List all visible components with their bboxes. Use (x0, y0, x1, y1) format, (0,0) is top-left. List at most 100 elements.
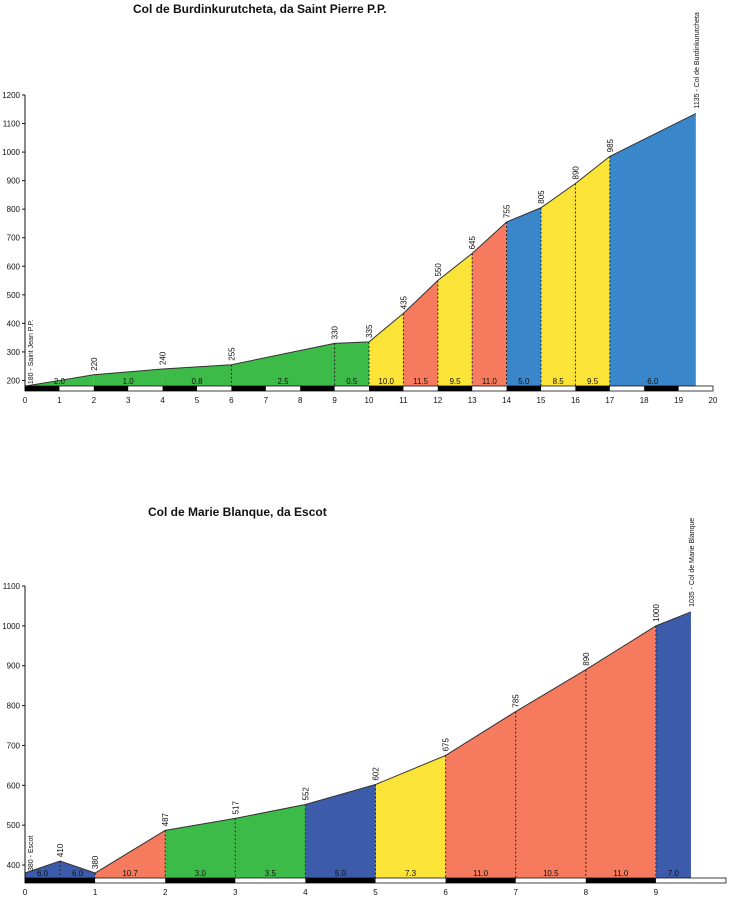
y-tick-label: 300 (7, 348, 21, 357)
y-tick-label: 900 (7, 177, 21, 186)
elevation-label: 380 (91, 855, 100, 869)
end-label: 1135 - Col de Burdinkurutcheta (694, 12, 701, 108)
elevation-label: 335 (365, 324, 374, 338)
x-tick-label: 15 (537, 396, 546, 405)
distance-bar-block (369, 386, 404, 391)
elevation-label: 255 (227, 347, 236, 361)
profile-segment (541, 183, 576, 389)
grade-label: 3.0 (195, 869, 207, 878)
grade-label: 6.0 (72, 869, 84, 878)
elevation-label: 487 (161, 812, 170, 826)
x-tick-label: 9 (654, 888, 659, 897)
profile-chart-marie-blanque: 400 500 600 700 800 900 1000 1100 0 1 2 3 4 5 6 7 8 9 6.0 6… (2, 518, 727, 897)
y-tick-label: 1100 (3, 582, 21, 591)
x-tick-label: 2 (163, 888, 168, 897)
elevation-label: 410 (56, 843, 65, 857)
profile-segment (472, 222, 507, 389)
distance-bar-block (445, 878, 516, 883)
profile-segment (375, 755, 446, 881)
x-tick-label: 6 (229, 396, 234, 405)
profile-line (24, 611, 692, 874)
distance-bar-block (165, 878, 236, 883)
x-tick-label: 10 (365, 396, 374, 405)
profile-segment (165, 818, 236, 881)
distance-bar-block (93, 386, 129, 391)
grade-label: 3.5 (265, 869, 277, 878)
x-tick-label: 3 (233, 888, 238, 897)
elevation-label: 552 (301, 787, 310, 801)
x-tick-label: 20 (709, 396, 718, 405)
x-tick-label: 7 (264, 396, 269, 405)
profile-segment (235, 804, 306, 881)
y-tick-label: 1000 (2, 148, 20, 157)
y-tick-label: 200 (7, 376, 21, 385)
elevation-label: 517 (231, 801, 240, 815)
elevation-label: 645 (468, 236, 477, 250)
grade-label: 8.5 (553, 377, 565, 386)
x-tick-label: 16 (571, 396, 580, 405)
grade-label: 6.0 (37, 869, 49, 878)
grade-label: 9.5 (449, 377, 461, 386)
distance-bar-block (437, 386, 473, 391)
y-tick-label: 400 (7, 319, 21, 328)
profile-segment (609, 113, 696, 389)
profile-segment (305, 784, 376, 881)
y-tick-label: 700 (7, 741, 21, 750)
end-label: 1035 - Col de Marie Blanque (689, 518, 696, 607)
elevation-label: 985 (606, 138, 615, 152)
y-tick-label: 600 (7, 781, 21, 790)
elevation-label: 330 (331, 325, 340, 339)
y-tick-label: 600 (7, 262, 21, 271)
elevation-label: 220 (90, 357, 99, 371)
x-tick-label: 1 (57, 396, 62, 405)
profile-segment (334, 341, 369, 389)
elevation-label: 890 (582, 652, 591, 666)
grade-label: 5.0 (335, 869, 347, 878)
grade-label: 10.0 (378, 377, 394, 386)
elevation-label: 755 (503, 204, 512, 218)
y-tick-label: 900 (7, 662, 21, 671)
profile-segment (437, 253, 473, 389)
profile-segment (60, 861, 96, 881)
profile-segment (506, 207, 541, 389)
grade-label: 0.5 (346, 377, 358, 386)
profile-segment (369, 313, 404, 389)
elevation-label: 890 (571, 166, 580, 180)
x-tick-label: 11 (399, 396, 408, 405)
elevation-label: 435 (399, 295, 408, 309)
x-tick-label: 13 (468, 396, 477, 405)
y-tick-label: 1100 (3, 120, 21, 129)
chart-title-burdinkurutcheta: Col de Burdinkurutcheta, da Saint Pierre… (133, 2, 387, 16)
profile-segment (231, 343, 335, 389)
x-tick-label: 14 (502, 396, 511, 405)
profile-segment (655, 611, 691, 881)
grade-label: 10.5 (543, 869, 559, 878)
distance-bar-block (644, 386, 679, 391)
grade-label: 1.0 (123, 377, 135, 386)
distance-bar-block (25, 386, 60, 391)
x-tick-label: 8 (298, 396, 303, 405)
x-tick-label: 0 (23, 888, 28, 897)
distance-bar-block (162, 386, 197, 391)
profile-segment (93, 369, 163, 389)
y-tick-label: 800 (7, 205, 21, 214)
x-tick-label: 3 (126, 396, 131, 405)
grade-label: 11.0 (473, 869, 489, 878)
x-tick-label: 0 (23, 396, 28, 405)
x-tick-label: 18 (640, 396, 649, 405)
distance-bar-block (305, 878, 376, 883)
grade-label: 11.0 (613, 869, 629, 878)
x-tick-label: 8 (584, 888, 589, 897)
grade-label: 9.5 (587, 377, 599, 386)
profile-segment (25, 861, 61, 881)
y-tick-label: 800 (7, 702, 21, 711)
x-tick-label: 6 (443, 888, 448, 897)
profile-segment (162, 364, 232, 389)
profile-segment (575, 156, 610, 389)
elevation-label: 805 (537, 190, 546, 204)
start-label: 380 - Escot (28, 836, 35, 871)
x-tick-label: 4 (303, 888, 308, 897)
x-tick-label: 5 (195, 396, 200, 405)
